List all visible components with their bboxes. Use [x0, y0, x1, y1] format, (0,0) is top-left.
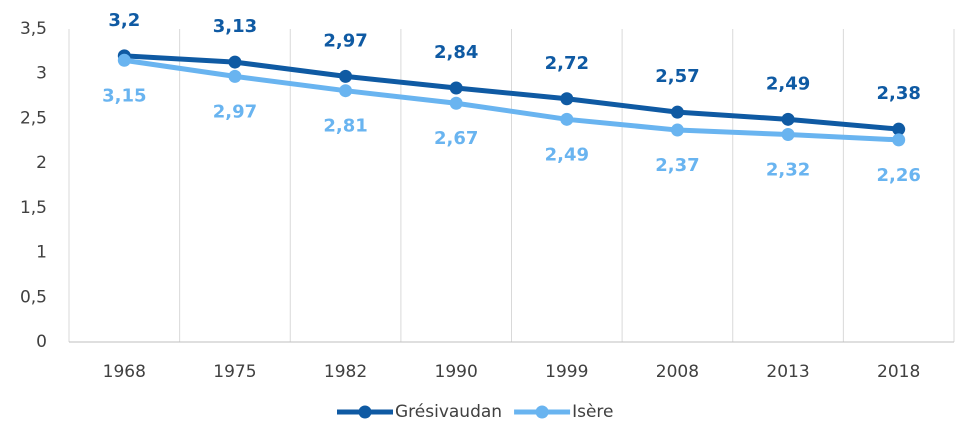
series-point: [670, 105, 684, 119]
series-point: [339, 69, 353, 83]
legend-label: Grésivaudan: [395, 402, 502, 422]
series-point: [228, 69, 242, 83]
y-tick-label: 2: [36, 153, 47, 173]
value-label: 2,32: [766, 160, 810, 181]
series-point: [560, 92, 574, 106]
x-tick-label: 2013: [766, 362, 809, 382]
x-tick-label: 1968: [103, 362, 146, 382]
series-point: [449, 81, 463, 95]
x-tick-label: 2008: [656, 362, 699, 382]
series-line: [123, 57, 899, 143]
series-point: [892, 133, 906, 147]
x-tick-label: 2018: [877, 362, 920, 382]
series-point: [670, 123, 684, 137]
legend-label: Isère: [572, 402, 613, 422]
series-point: [117, 53, 131, 67]
y-tick-label: 2,5: [20, 108, 47, 128]
series-point: [449, 96, 463, 110]
series-point: [892, 122, 906, 136]
y-tick-label: 0,5: [20, 287, 47, 307]
y-tick-label: 1,5: [20, 198, 47, 218]
x-tick-label: 1975: [213, 362, 256, 382]
value-label: 2,49: [766, 73, 810, 94]
value-label: 2,26: [876, 165, 920, 186]
x-tick-label: 1999: [545, 362, 588, 382]
y-tick-label: 0: [36, 332, 47, 352]
legend-marker: [358, 405, 372, 419]
y-tick-label: 1: [36, 243, 47, 263]
value-label: 2,97: [323, 30, 367, 51]
value-label: 2,72: [545, 53, 589, 74]
series-line: [124, 53, 899, 132]
x-tick-label: 1990: [435, 362, 478, 382]
y-tick-label: 3: [36, 64, 47, 84]
series-point: [781, 128, 795, 142]
value-label: 2,49: [545, 144, 589, 165]
value-label: 3,13: [213, 16, 257, 37]
value-label: 2,97: [213, 101, 257, 122]
x-tick-label: 1982: [324, 362, 367, 382]
value-label: 3,2: [108, 10, 140, 31]
y-tick-label: 3,5: [20, 19, 47, 39]
series-point: [781, 112, 795, 126]
series-point: [560, 112, 574, 126]
value-label: 2,67: [434, 128, 478, 149]
value-label: 2,57: [655, 66, 699, 87]
series-point: [228, 55, 242, 69]
value-label: 2,37: [655, 155, 699, 176]
legend-marker: [535, 405, 549, 419]
series-point: [339, 84, 353, 98]
value-label: 3,15: [102, 85, 146, 106]
value-label: 2,81: [323, 116, 367, 137]
value-label: 2,38: [876, 83, 920, 104]
value-label: 2,84: [434, 42, 478, 63]
